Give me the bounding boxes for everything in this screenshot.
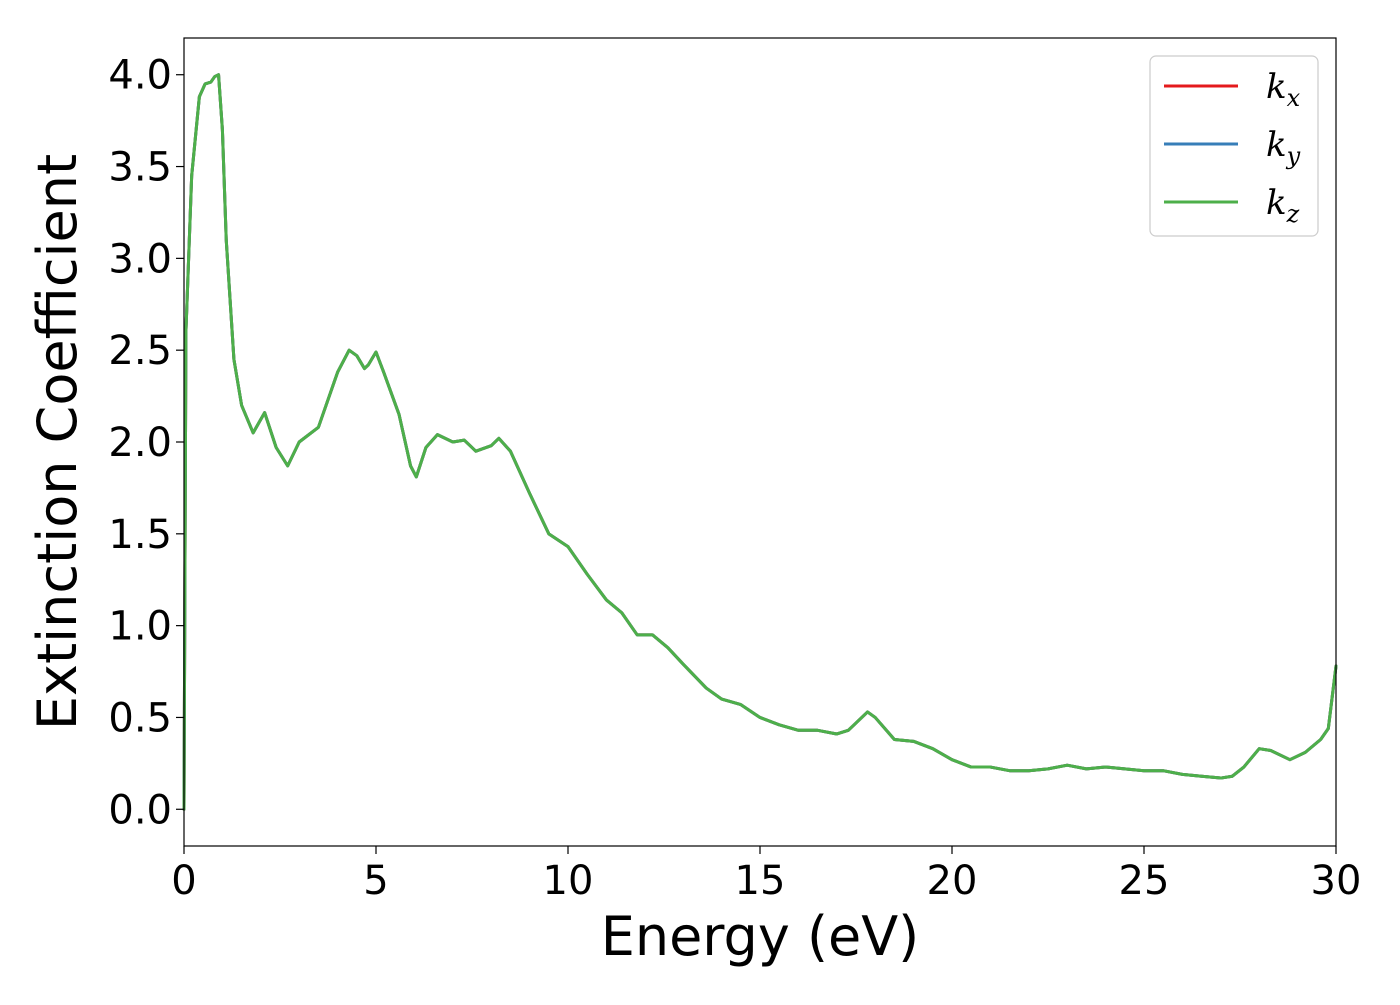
y-tick-label: 2.0 xyxy=(108,420,172,466)
y-axis-label: Extinction Coefficient xyxy=(26,154,89,730)
y-tick-label: 1.0 xyxy=(108,604,172,650)
legend-entries: kx ky kz xyxy=(1164,67,1301,228)
x-tick-label: 15 xyxy=(735,858,786,904)
y-tick-label: 4.0 xyxy=(108,53,172,99)
legend-label-ky: ky xyxy=(1266,125,1301,170)
y-tick-label: 3.5 xyxy=(108,145,172,191)
x-axis-label: Energy (eV) xyxy=(601,905,920,968)
y-tick-label: 0.0 xyxy=(108,787,172,833)
x-tick-label: 0 xyxy=(171,858,196,904)
y-tick-label: 2.5 xyxy=(108,328,172,374)
series-line-kz xyxy=(182,73,1338,811)
y-tick-label: 3.0 xyxy=(108,236,172,282)
y-tick-label: 1.5 xyxy=(108,512,172,558)
x-tick-label: 25 xyxy=(1119,858,1170,904)
series-layer xyxy=(182,73,1338,811)
legend: kx ky kz xyxy=(1149,55,1319,237)
legend-label-kz: kz xyxy=(1266,183,1300,228)
x-tick-label: 20 xyxy=(927,858,978,904)
x-tick-label: 5 xyxy=(363,858,388,904)
legend-label-kx: kx xyxy=(1266,67,1301,112)
x-tick-label: 10 xyxy=(543,858,594,904)
x-axis-ticks: 0 5 10 15 20 25 30 xyxy=(171,846,1361,904)
y-tick-label: 0.5 xyxy=(108,695,172,741)
y-axis-ticks: 0.0 0.5 1.0 1.5 2.0 2.5 3.0 3.5 4.0 xyxy=(108,53,184,833)
legend-box xyxy=(1149,55,1319,237)
x-tick-label: 30 xyxy=(1311,858,1362,904)
